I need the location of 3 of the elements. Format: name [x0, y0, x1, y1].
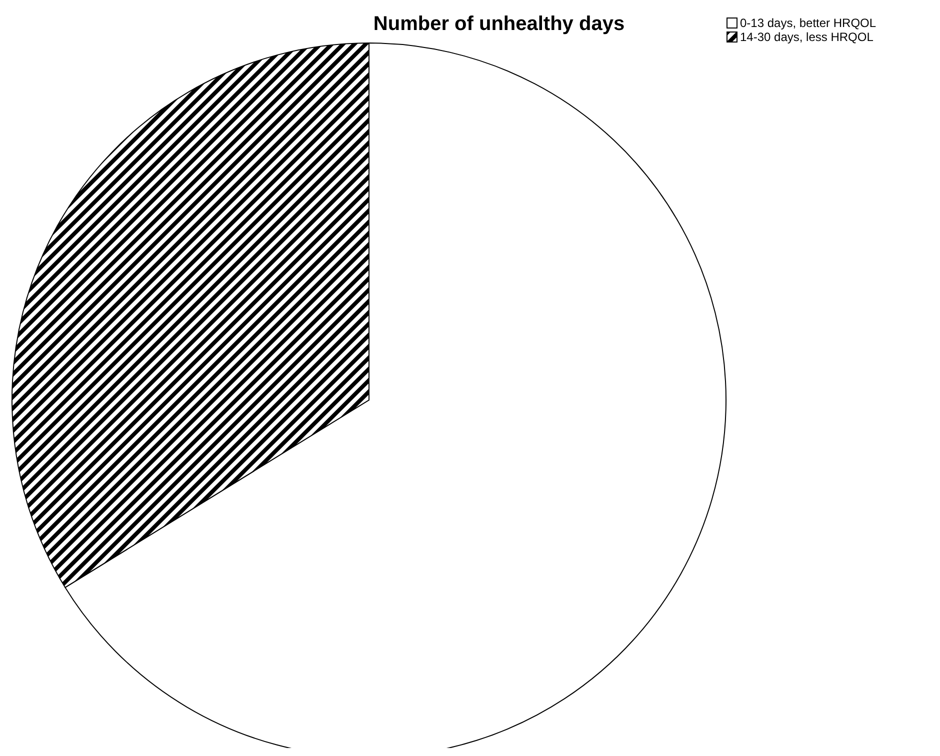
legend-label: 0-13 days, better HRQOL: [740, 16, 876, 30]
legend-label: 14-30 days, less HRQOL: [740, 30, 874, 44]
chart-title: Number of unhealthy days: [373, 13, 625, 35]
